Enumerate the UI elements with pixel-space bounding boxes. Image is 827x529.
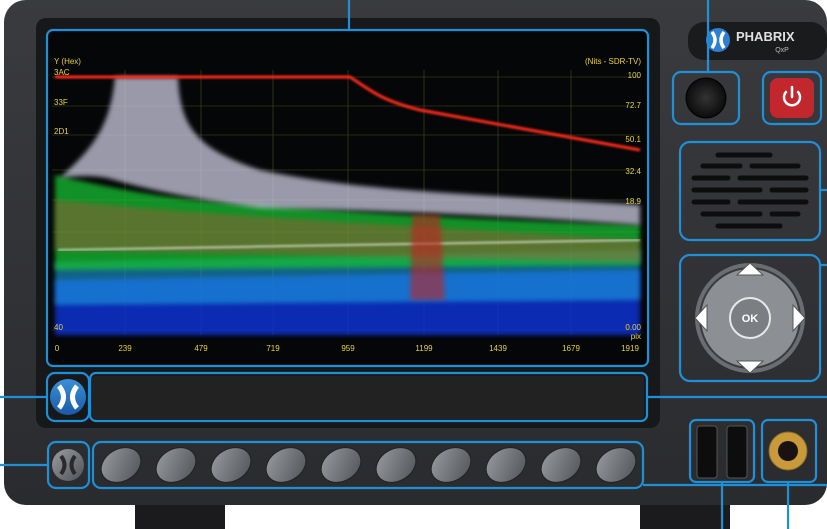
left-axis-label: 3AC [54, 68, 70, 77]
power-icon [782, 85, 802, 107]
right-axis-label: 72.7 [625, 101, 641, 110]
x-axis-unit: pix [631, 332, 641, 341]
headphone-jack [778, 441, 798, 461]
dpad: OK [694, 262, 806, 374]
soft-key[interactable] [315, 441, 367, 490]
left-axis-label: 33F [54, 98, 68, 107]
soft-key[interactable] [205, 441, 257, 490]
x-axis-label: 0 [55, 344, 60, 353]
x-axis-label: 1919 [621, 344, 639, 353]
usb-port [726, 425, 748, 479]
logo-icon [56, 384, 80, 410]
callout-box [671, 70, 741, 126]
soft-key[interactable] [150, 441, 202, 490]
ok-label: OK [742, 313, 759, 325]
callout-box [91, 440, 645, 490]
right-axis-label: 0.00 [625, 323, 641, 332]
waveform [55, 75, 641, 335]
x-axis-label: 239 [118, 344, 132, 353]
callout-box [761, 70, 823, 126]
left-axis-label: 2D1 [54, 127, 69, 136]
soft-key[interactable] [480, 441, 532, 490]
right-axis-label: 18.9 [625, 197, 641, 206]
x-axis-label: 959 [341, 344, 355, 353]
right-axis-title: (Nits - SDR-TV) [585, 57, 641, 66]
brand-model: QxP [775, 47, 789, 54]
logo-icon [59, 454, 77, 476]
x-axis-label: 719 [266, 344, 280, 353]
soft-key[interactable] [535, 441, 587, 490]
rotary-knob[interactable] [685, 77, 727, 119]
x-axis-label: 1439 [489, 344, 507, 353]
menu-bar [92, 376, 644, 419]
soft-key[interactable] [95, 441, 147, 490]
soft-key[interactable] [260, 441, 312, 490]
usb-port [696, 425, 718, 479]
brand-logo [706, 28, 730, 52]
speaker-grille [691, 152, 809, 229]
brand-logo [710, 30, 726, 50]
brand-name: PHABRIX [736, 29, 795, 44]
soft-key[interactable] [590, 441, 642, 490]
right-axis-label: 32.4 [625, 167, 641, 176]
callout-box [45, 28, 650, 368]
left-axis-label: 40 [54, 323, 63, 332]
x-axis-label: 1679 [562, 344, 580, 353]
ok-button[interactable] [729, 297, 771, 339]
right-axis-label: 100 [628, 71, 642, 80]
x-axis-label: 1199 [415, 344, 433, 353]
x-axis-label: 479 [194, 344, 208, 353]
left-axis-title: Y (Hex) [54, 57, 81, 66]
right-axis-label: 50.1 [625, 135, 641, 144]
logo-button[interactable] [52, 449, 84, 481]
soft-key[interactable] [425, 441, 477, 490]
soft-key[interactable] [370, 441, 422, 490]
home-button[interactable] [50, 379, 86, 415]
callout-box [678, 253, 822, 383]
